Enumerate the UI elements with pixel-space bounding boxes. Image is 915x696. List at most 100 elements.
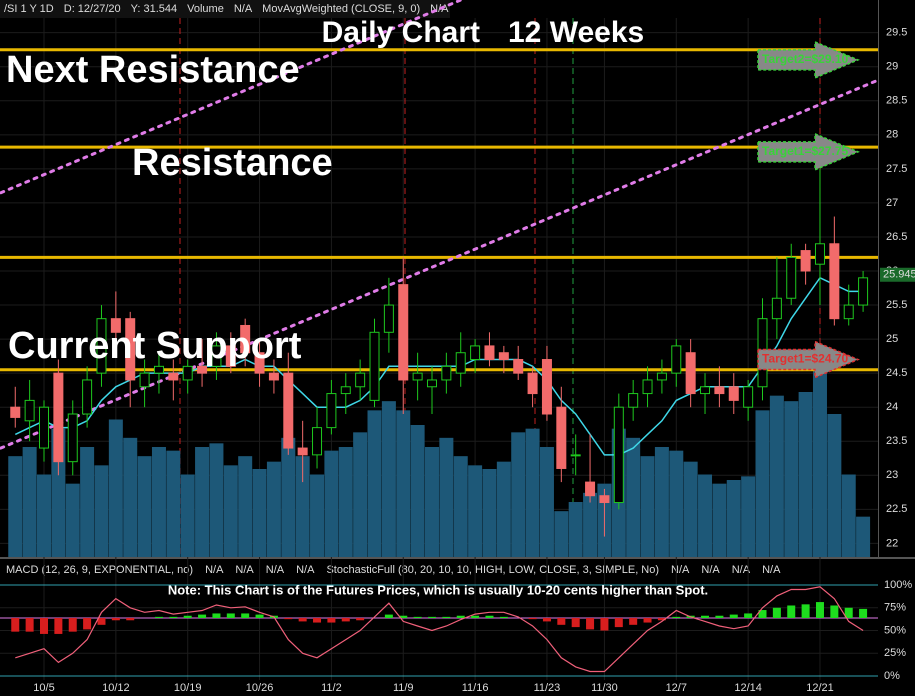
volume-bar: [209, 443, 224, 557]
header-bar: [0, 0, 450, 18]
histogram-bar: [442, 616, 451, 618]
histogram-bar: [571, 618, 580, 628]
x-tick-label: 10/26: [246, 682, 274, 694]
candle-body: [613, 406, 624, 504]
volume-bar: [511, 432, 526, 557]
volume-bar: [151, 447, 166, 557]
histogram-bar: [830, 605, 839, 618]
candle-body: [642, 379, 653, 395]
candle-body: [426, 379, 437, 388]
x-tick-label: 10/19: [174, 682, 202, 694]
histogram-bar: [715, 615, 724, 618]
volume-bar: [310, 474, 325, 557]
candle-body: [168, 372, 179, 381]
histogram-bar: [341, 618, 350, 622]
candle-body: [268, 372, 279, 381]
candle-body: [96, 318, 107, 374]
volume-bar: [353, 432, 368, 557]
candle-body: [484, 345, 495, 361]
header-label: MovAvgWeighted (CLOSE, 9, 0): [262, 3, 420, 15]
target-label: Target1=$27.75: [762, 144, 848, 158]
volume-bar: [755, 410, 770, 557]
volume-bar: [496, 461, 511, 557]
volume-bar: [769, 395, 784, 557]
target-arrow: [757, 340, 860, 379]
volume-bar: [726, 480, 741, 557]
candle-body: [240, 324, 251, 354]
lower-header-label: N/A: [205, 564, 224, 576]
lower-header: MACD (12, 26, 9, EXPONENTIAL, no) N/A N/A N…: [6, 564, 781, 576]
y-tick-label: 27: [886, 197, 898, 209]
histogram-bar: [356, 618, 365, 621]
histogram-bar: [97, 618, 106, 625]
volume-bar: [266, 461, 281, 557]
candle-body: [82, 379, 93, 415]
candle-body: [470, 345, 481, 361]
note: Note: This Chart is of the Futures Price…: [168, 582, 708, 597]
volume-bar: [698, 474, 713, 557]
target-label: Target1=$24.70: [762, 352, 848, 366]
header-label: N/A: [234, 3, 253, 15]
histogram-bar: [427, 616, 436, 618]
histogram-bar: [399, 615, 408, 618]
candle-body: [771, 297, 782, 320]
volume-bar: [22, 447, 37, 557]
histogram-bar: [657, 618, 666, 621]
candle-body: [53, 372, 64, 463]
axis-separator: [878, 0, 879, 557]
candle-body: [355, 372, 366, 388]
volume-bar: [741, 476, 756, 557]
panel-separator: [0, 557, 915, 559]
candle-body: [441, 365, 452, 381]
x-tick-label: 11/2: [321, 682, 342, 694]
y-tick-label: 28: [886, 129, 898, 141]
candle-body: [383, 304, 394, 333]
volume-bar: [568, 502, 583, 557]
lower-header-label: N/A: [701, 564, 720, 576]
stochastic-line: [15, 586, 864, 673]
candle-body: [700, 386, 711, 395]
candle-body: [814, 243, 825, 265]
volume-bar: [381, 401, 396, 557]
histogram-bar: [772, 607, 781, 618]
y-tick-label: 100%: [884, 579, 912, 591]
volume-bar: [180, 474, 195, 557]
histogram-bar: [54, 618, 63, 634]
chart-title: Daily Chart: [322, 16, 480, 49]
y-tick-label: 24: [886, 401, 898, 413]
y-tick-label: 22.5: [886, 503, 907, 515]
histogram-bar: [701, 615, 710, 618]
candle-body: [398, 284, 409, 381]
y-tick-label: 28.5: [886, 95, 907, 107]
volume-bar: [137, 456, 152, 557]
volume-bar: [812, 355, 827, 557]
y-tick-label: 75%: [884, 602, 906, 614]
candle-body: [599, 495, 610, 504]
candle-body: [197, 365, 208, 374]
histogram-bar: [11, 618, 20, 632]
histogram-bar: [499, 616, 508, 618]
histogram-bar: [241, 613, 250, 618]
lower-header-label: N/A: [732, 564, 751, 576]
candle-body: [125, 318, 136, 381]
histogram-bar: [758, 610, 767, 618]
histogram-bar: [456, 615, 465, 618]
volume-bar: [367, 410, 382, 557]
histogram-bar: [198, 614, 207, 618]
y-tick-label: 50%: [884, 624, 906, 636]
volume-bar: [195, 447, 210, 557]
candle-body: [39, 406, 49, 449]
x-tick-label: 11/30: [591, 682, 618, 694]
histogram-bar: [154, 616, 163, 618]
candle-body: [297, 447, 308, 456]
histogram-bar: [183, 615, 192, 618]
y-tick-label: 25.5: [886, 299, 907, 311]
candle-body: [139, 372, 150, 388]
histogram-bar: [298, 618, 307, 622]
histogram-bar: [327, 618, 336, 623]
histogram-bar: [212, 613, 221, 618]
volume-bar: [453, 456, 468, 557]
histogram-bar: [844, 607, 853, 618]
lower-header-label: N/A: [762, 564, 781, 576]
